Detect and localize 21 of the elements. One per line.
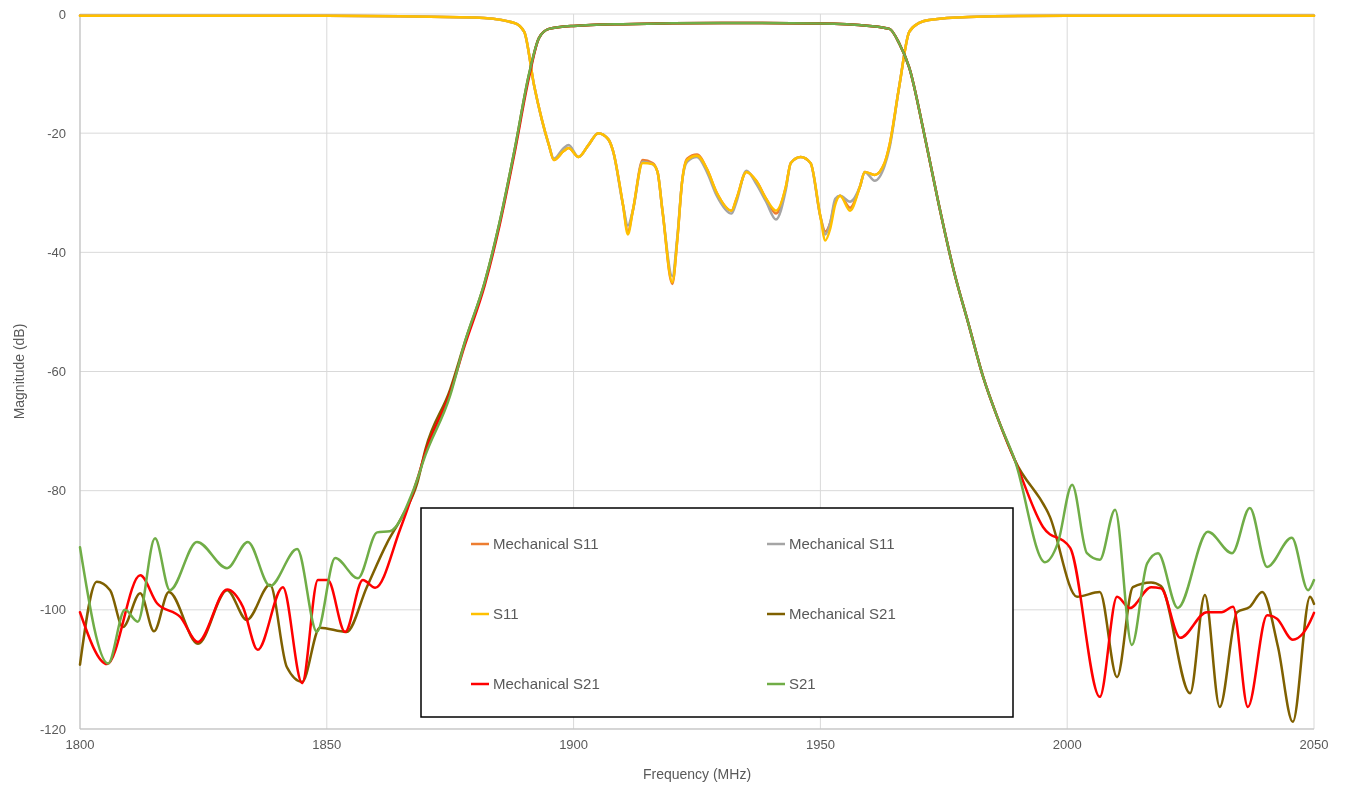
x-tick-label: 1850 bbox=[312, 737, 342, 752]
legend-label: S21 bbox=[789, 675, 816, 693]
legend-label: Mechanical S11 bbox=[493, 535, 599, 553]
y-tick-label: -120 bbox=[39, 721, 66, 737]
y-tick-label: -40 bbox=[47, 244, 66, 260]
legend-label: S11 bbox=[493, 605, 519, 623]
y-tick-label: -20 bbox=[47, 125, 66, 141]
x-tick-label: 1950 bbox=[805, 737, 835, 752]
legend-label: Mechanical S11 bbox=[789, 535, 895, 553]
x-tick-label: 1900 bbox=[559, 737, 589, 752]
x-axis-title: Frequency (MHz) bbox=[642, 766, 752, 782]
y-tick-label: 0 bbox=[58, 6, 66, 22]
x-tick-label: 1800 bbox=[65, 737, 95, 752]
x-tick-label: 2000 bbox=[1052, 737, 1082, 752]
x-tick-label: 2050 bbox=[1299, 737, 1329, 752]
legend-label: Mechanical S21 bbox=[789, 605, 896, 623]
y-tick-label: -80 bbox=[47, 483, 66, 499]
y-tick-label: -60 bbox=[47, 364, 66, 380]
y-tick-label: -100 bbox=[39, 602, 66, 618]
legend-label: Mechanical S21 bbox=[493, 675, 600, 693]
y-axis-title: Magnitude (dB) bbox=[11, 323, 27, 420]
